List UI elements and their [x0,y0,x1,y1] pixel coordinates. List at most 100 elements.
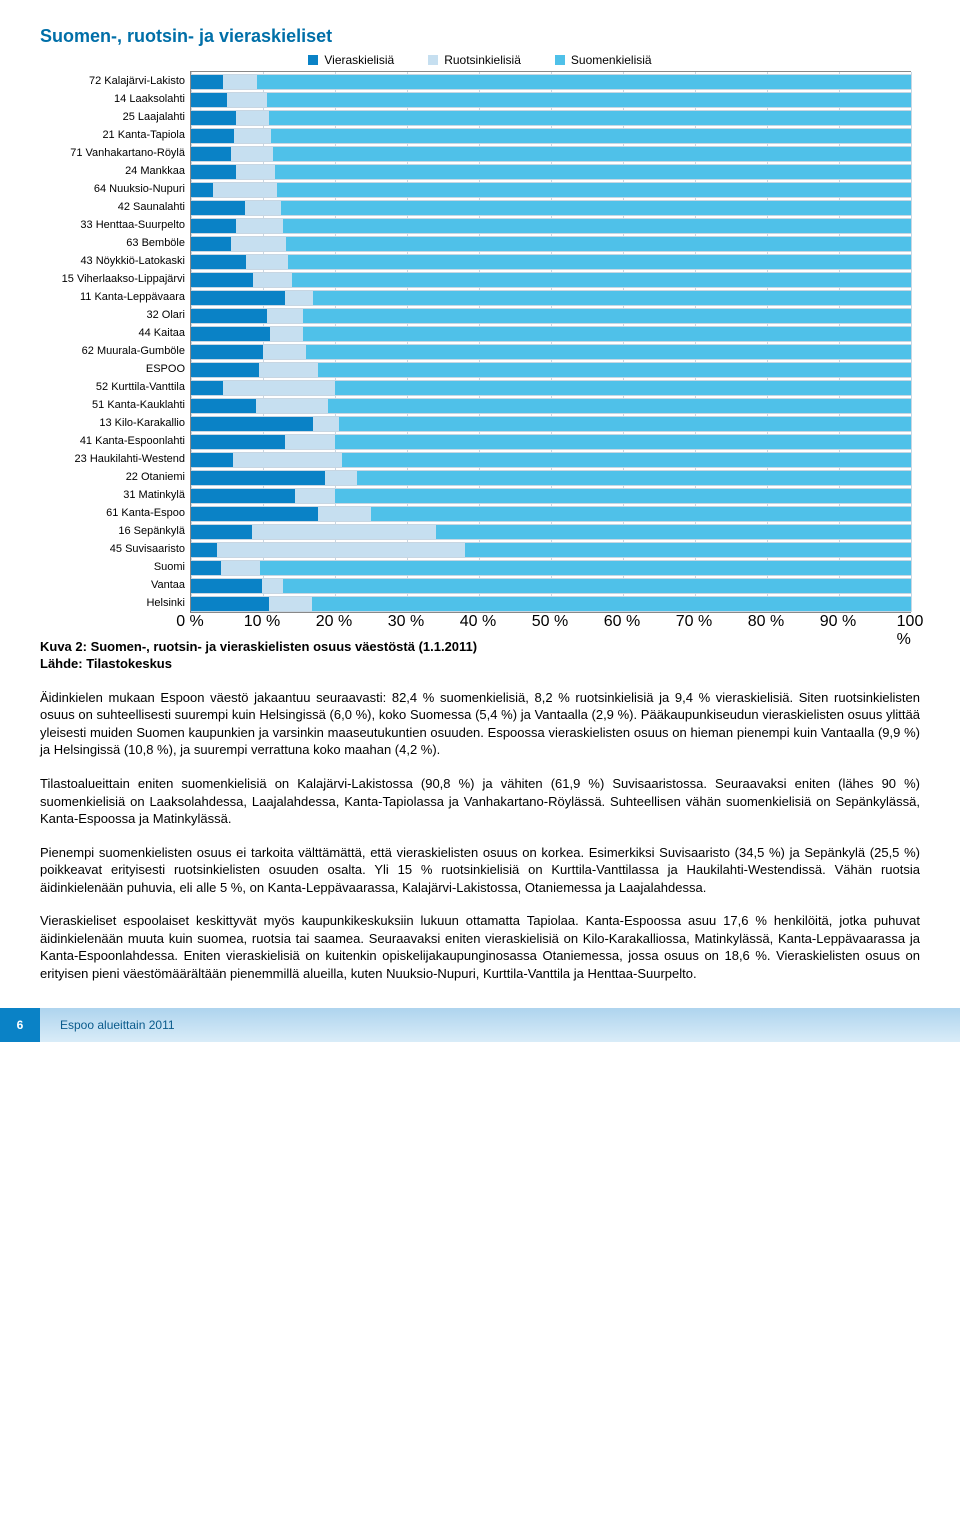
row-label: 23 Haukilahti-Westend [35,450,191,468]
bar-segment [191,93,227,107]
chart-row: 21 Kanta-Tapiola [191,126,911,144]
row-label: 22 Otaniemi [35,468,191,486]
bar-segment [223,381,335,395]
bar-segment [191,399,256,413]
chart-row: 64 Nuuksio-Nupuri [191,180,911,198]
legend-item: Suomenkielisiä [555,53,652,67]
row-label: 16 Sepänkylä [35,522,191,540]
bar-segment [236,219,284,233]
bar-segment [313,291,911,305]
bar-segment [191,471,325,485]
row-label: Vantaa [35,576,191,594]
bar-segment [191,345,263,359]
page-footer: 6 Espoo alueittain 2011 [0,1008,960,1042]
chart-row: 62 Muurala-Gumböle [191,342,911,360]
row-label: 43 Nöykkiö-Latokaski [35,252,191,270]
bar-segment [292,273,911,287]
bar-segment [271,129,911,143]
bar-segment [236,165,276,179]
body-paragraph: Pienempi suomenkielisten osuus ei tarkoi… [40,844,920,897]
bar-segment [221,561,260,575]
bar-segment [231,237,286,251]
bar-segment [246,255,288,269]
chart-row: 61 Kanta-Espoo [191,504,911,522]
bar-segment [191,291,285,305]
legend-swatch [428,55,438,65]
x-tick: 40 % [460,613,496,631]
bar-segment [223,75,257,89]
bar-segment [328,399,911,413]
bar-segment [318,507,371,521]
bar-segment [269,111,911,125]
chart-row: 43 Nöykkiö-Latokaski [191,252,911,270]
bar-segment [245,201,281,215]
chart-row: Vantaa [191,576,911,594]
row-label: ESPOO [35,360,191,378]
bar-segment [436,525,911,539]
bar-segment [306,345,911,359]
bar-segment [273,147,911,161]
bar-segment [262,579,283,593]
chart-legend: Vieraskielisiä Ruotsinkielisiä Suomenkie… [40,53,920,67]
bar-segment [191,363,259,377]
body-paragraph: Tilastoalueittain eniten suomenkielisiä … [40,775,920,828]
row-label: 61 Kanta-Espoo [35,504,191,522]
bar-segment [191,435,285,449]
bar-segment [312,597,911,611]
bar-segment [288,255,911,269]
bar-segment [285,435,335,449]
page-number: 6 [0,1008,40,1042]
chart-row: 23 Haukilahti-Westend [191,450,911,468]
chart-row: 44 Kaitaa [191,324,911,342]
chart-row: 72 Kalajärvi-Lakisto [191,72,911,90]
chart-row: 15 Viherlaakso-Lippajärvi [191,270,911,288]
row-label: 64 Nuuksio-Nupuri [35,180,191,198]
chart-row: 32 Olari [191,306,911,324]
bar-segment [285,291,314,305]
row-label: 15 Viherlaakso-Lippajärvi [35,270,191,288]
bar-segment [283,219,911,233]
bar-segment [191,525,252,539]
legend-label: Ruotsinkielisiä [444,53,521,67]
bar-segment [231,147,273,161]
row-label: 44 Kaitaa [35,324,191,342]
bar-segment [275,165,911,179]
row-label: 45 Suvisaaristo [35,540,191,558]
row-label: 14 Laaksolahti [35,90,191,108]
chart-row: Helsinki [191,594,911,612]
row-label: 13 Kilo-Karakallio [35,414,191,432]
row-label: 11 Kanta-Leppävaara [35,288,191,306]
bar-segment [191,561,221,575]
legend-swatch [555,55,565,65]
bar-segment [191,489,295,503]
bar-segment [465,543,911,557]
bar-segment [313,417,338,431]
bar-segment [286,237,911,251]
chart-row: Suomi [191,558,911,576]
x-tick: 60 % [604,613,640,631]
bar-segment [227,93,267,107]
bar-segment [283,579,911,593]
x-tick: 80 % [748,613,784,631]
bar-segment [191,183,213,197]
row-label: 72 Kalajärvi-Lakisto [35,72,191,90]
body-paragraph: Vieraskieliset espoolaiset keskittyvät m… [40,912,920,982]
bar-segment [191,507,318,521]
bar-segment [270,327,302,341]
bar-segment [269,597,312,611]
bar-segment [295,489,335,503]
chart-row: 51 Kanta-Kauklahti [191,396,911,414]
bar-segment [191,381,223,395]
bar-segment [303,327,911,341]
body-paragraph: Äidinkielen mukaan Espoon väestö jakaant… [40,689,920,759]
chart-row: 33 Henttaa-Suurpelto [191,216,911,234]
x-tick: 70 % [676,613,712,631]
legend-label: Suomenkielisiä [571,53,652,67]
bar-segment [191,165,236,179]
row-label: 31 Matinkylä [35,486,191,504]
bar-segment [259,363,318,377]
bar-segment [191,147,231,161]
chart-row: 63 Bemböle [191,234,911,252]
bar-segment [267,309,303,323]
legend-swatch [308,55,318,65]
